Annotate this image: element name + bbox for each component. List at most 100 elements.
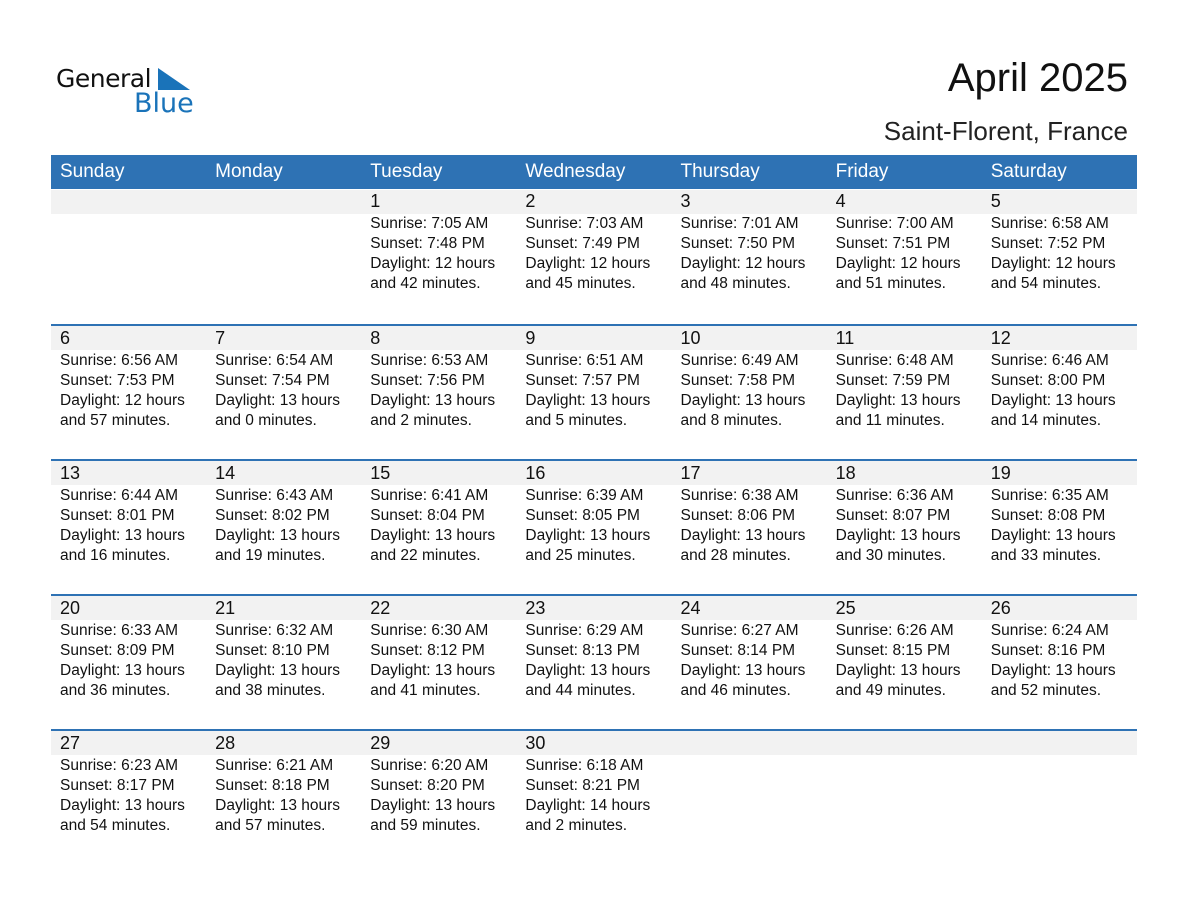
day-number: 20 — [60, 598, 81, 618]
daylight-text: Daylight: 12 hours — [835, 255, 961, 272]
minutes-text: and 57 minutes. — [215, 817, 326, 834]
day-number: 19 — [990, 463, 1011, 483]
sunset-text: Sunset: 8:18 PM — [215, 777, 330, 794]
sunset-text: Sunset: 8:04 PM — [370, 507, 485, 524]
day-cell: 7 Sunrise: 6:54 AM Sunset: 7:54 PM Daylight… — [206, 326, 361, 431]
minutes-text: and 54 minutes. — [990, 275, 1102, 292]
week-row: 1 Sunrise: 7:05 AM Sunset: 7:48 PM Daylight… — [51, 189, 1137, 324]
sunrise-text: Sunrise: 6:38 AM — [680, 487, 799, 504]
sunrise-text: Sunrise: 6:36 AM — [835, 487, 954, 504]
sunrise-text: Sunrise: 6:27 AM — [680, 622, 799, 639]
daylight-text: Daylight: 13 hours — [215, 392, 341, 409]
sunset-text: Sunset: 7:54 PM — [215, 372, 330, 389]
sunrise-text: Sunrise: 7:03 AM — [525, 215, 644, 232]
day-cell: 19 Sunrise: 6:35 AM Sunset: 8:08 PM Dayligh… — [982, 461, 1137, 566]
day-cell: 20 Sunrise: 6:33 AM Sunset: 8:09 PM Dayligh… — [51, 596, 206, 701]
day-cell: 25 Sunrise: 6:26 AM Sunset: 8:15 PM Dayligh… — [827, 596, 982, 701]
sun-info: Sunrise: 6:49 AM Sunset: 7:58 PM Daylight:… — [681, 351, 827, 431]
daylight-text: Daylight: 13 hours — [990, 392, 1116, 409]
day-number-band — [51, 596, 1137, 620]
day-number: 29 — [370, 733, 391, 753]
sun-info: Sunrise: 6:29 AM Sunset: 8:13 PM Daylight:… — [525, 621, 671, 701]
sun-info: Sunrise: 6:23 AM Sunset: 8:17 PM Daylight:… — [60, 756, 206, 836]
day-cell: 28 Sunrise: 6:21 AM Sunset: 8:18 PM Dayligh… — [206, 731, 361, 836]
sunrise-text: Sunrise: 7:05 AM — [370, 215, 489, 232]
minutes-text: and 46 minutes. — [680, 682, 791, 699]
location-subtitle: Saint-Florent, France — [883, 116, 1128, 146]
day-number: 27 — [60, 733, 81, 753]
minutes-text: and 2 minutes. — [525, 817, 628, 834]
sunset-text: Sunset: 8:10 PM — [215, 642, 330, 659]
sunset-text: Sunset: 7:56 PM — [370, 372, 485, 389]
day-number: 1 — [370, 191, 381, 211]
sun-info: Sunrise: 6:38 AM Sunset: 8:06 PM Daylight:… — [681, 486, 827, 566]
daylight-text: Daylight: 13 hours — [525, 662, 651, 679]
day-cell: 22 Sunrise: 6:30 AM Sunset: 8:12 PM Dayligh… — [361, 596, 516, 701]
sunrise-text: Sunrise: 6:44 AM — [60, 487, 179, 504]
minutes-text: and 19 minutes. — [215, 547, 326, 564]
sun-info: Sunrise: 6:48 AM Sunset: 7:59 PM Daylight:… — [836, 351, 982, 431]
day-cell: 6 Sunrise: 6:56 AM Sunset: 7:53 PM Daylight… — [51, 326, 206, 431]
daylight-text: Daylight: 12 hours — [525, 255, 651, 272]
daylight-text: Daylight: 14 hours — [525, 797, 651, 814]
day-number: 3 — [680, 191, 691, 211]
sun-info: Sunrise: 6:53 AM Sunset: 7:56 PM Daylight:… — [370, 351, 516, 431]
minutes-text: and 8 minutes. — [680, 412, 783, 429]
sunset-text: Sunset: 7:57 PM — [525, 372, 640, 389]
sunset-text: Sunset: 8:02 PM — [215, 507, 330, 524]
day-number: 8 — [370, 328, 381, 348]
day-number: 12 — [990, 328, 1011, 348]
day-number: 22 — [370, 598, 391, 618]
sunrise-text: Sunrise: 6:20 AM — [370, 757, 489, 774]
daylight-text: Daylight: 13 hours — [525, 527, 651, 544]
sunrise-text: Sunrise: 6:35 AM — [990, 487, 1109, 504]
daylight-text: Daylight: 13 hours — [370, 527, 496, 544]
sun-info: Sunrise: 6:44 AM Sunset: 8:01 PM Daylight:… — [60, 486, 206, 566]
daylight-text: Daylight: 12 hours — [60, 392, 185, 409]
sunrise-text: Sunrise: 6:51 AM — [525, 352, 644, 369]
day-number: 23 — [525, 598, 546, 618]
day-cell: 11 Sunrise: 6:48 AM Sunset: 7:59 PM Dayligh… — [827, 326, 982, 431]
day-cell: 14 Sunrise: 6:43 AM Sunset: 8:02 PM Dayligh… — [206, 461, 361, 566]
empty-cell — [51, 189, 206, 294]
sunset-text: Sunset: 7:49 PM — [525, 235, 640, 252]
sun-info: Sunrise: 7:01 AM Sunset: 7:50 PM Daylight:… — [681, 214, 827, 294]
minutes-text: and 36 minutes. — [60, 682, 171, 699]
sunrise-text: Sunrise: 6:43 AM — [215, 487, 334, 504]
empty-cell — [206, 189, 361, 294]
minutes-text: and 16 minutes. — [60, 547, 171, 564]
day-number: 18 — [835, 463, 856, 483]
day-number: 4 — [835, 191, 846, 211]
sun-info: Sunrise: 6:20 AM Sunset: 8:20 PM Daylight:… — [370, 756, 516, 836]
sunset-text: Sunset: 8:12 PM — [370, 642, 485, 659]
day-number: 16 — [525, 463, 546, 483]
sunset-text: Sunset: 8:00 PM — [990, 372, 1106, 389]
daylight-text: Daylight: 13 hours — [215, 662, 341, 679]
sunrise-text: Sunrise: 6:54 AM — [215, 352, 334, 369]
sun-info: Sunrise: 6:32 AM Sunset: 8:10 PM Daylight:… — [215, 621, 361, 701]
daylight-text: Daylight: 13 hours — [680, 662, 806, 679]
minutes-text: and 41 minutes. — [370, 682, 481, 699]
daylight-text: Daylight: 13 hours — [990, 662, 1116, 679]
day-number: 15 — [370, 463, 391, 483]
day-cell: 13 Sunrise: 6:44 AM Sunset: 8:01 PM Dayligh… — [51, 461, 206, 566]
page-title: April 2025 — [947, 56, 1128, 100]
day-cell: 27 Sunrise: 6:23 AM Sunset: 8:17 PM Dayligh… — [51, 731, 206, 836]
daylight-text: Daylight: 13 hours — [525, 392, 651, 409]
day-cell: 1 Sunrise: 7:05 AM Sunset: 7:48 PM Daylight… — [361, 189, 516, 294]
day-cell: 30 Sunrise: 6:18 AM Sunset: 8:21 PM Dayligh… — [516, 731, 671, 836]
logo-text-blue: Blue — [134, 88, 194, 119]
sunset-text: Sunset: 8:20 PM — [370, 777, 485, 794]
sunrise-text: Sunrise: 6:48 AM — [835, 352, 954, 369]
daylight-text: Daylight: 13 hours — [215, 527, 341, 544]
sun-info: Sunrise: 6:33 AM Sunset: 8:09 PM Daylight:… — [60, 621, 206, 701]
day-cell: 8 Sunrise: 6:53 AM Sunset: 7:56 PM Daylight… — [361, 326, 516, 431]
logo-triangle-icon — [158, 68, 190, 90]
minutes-text: and 59 minutes. — [370, 817, 481, 834]
day-cell: 21 Sunrise: 6:32 AM Sunset: 8:10 PM Dayligh… — [206, 596, 361, 701]
sun-info: Sunrise: 6:43 AM Sunset: 8:02 PM Daylight:… — [215, 486, 361, 566]
day-cell: 18 Sunrise: 6:36 AM Sunset: 8:07 PM Dayligh… — [827, 461, 982, 566]
day-number: 25 — [835, 598, 856, 618]
daylight-text: Daylight: 12 hours — [370, 255, 496, 272]
weekday-wednesday: Wednesday — [525, 161, 626, 182]
